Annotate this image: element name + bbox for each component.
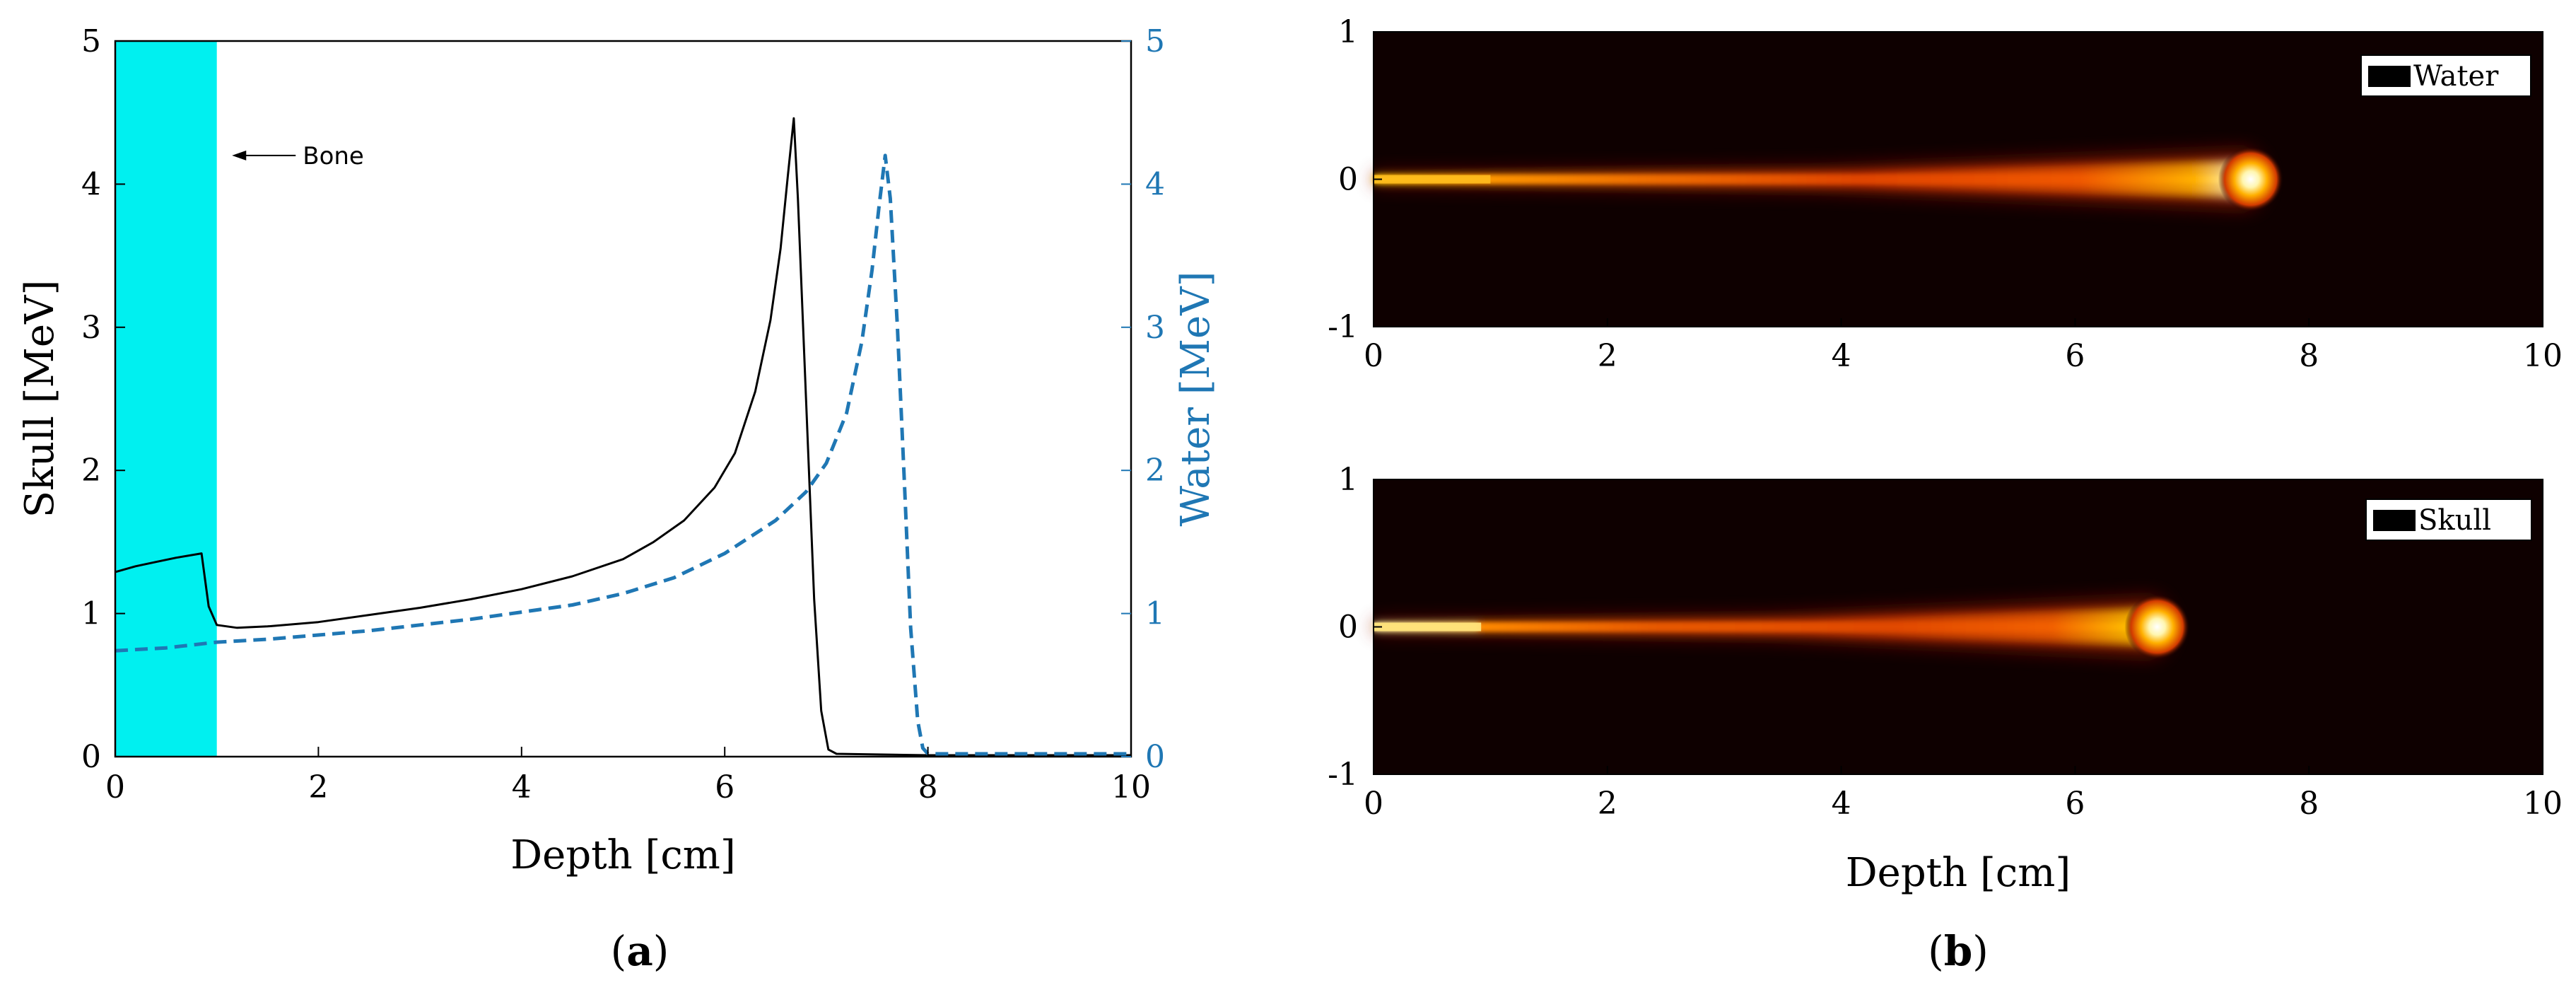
x-tick-label: 0 <box>1364 338 1383 374</box>
x-tick-label: 6 <box>2065 786 2085 822</box>
caption-b-letter: b <box>1944 927 1973 975</box>
y-tick-label: 1 <box>81 596 101 632</box>
caption-a-letter: a <box>626 927 653 975</box>
bone-annotation: Bone <box>303 142 364 170</box>
plot-frame <box>114 40 1132 758</box>
caption-a: (a) <box>611 927 669 975</box>
x-tick-label: 4 <box>512 769 532 805</box>
y-tick-label: 3 <box>81 310 101 346</box>
legend-swatch <box>2373 510 2416 531</box>
x-tick-label: 8 <box>2299 786 2319 822</box>
x-tick-label: 2 <box>308 769 328 805</box>
y2-tick-label: 4 <box>1145 166 1165 202</box>
series-line-water <box>115 153 1131 756</box>
x-tick-label: 0 <box>1364 786 1383 822</box>
x-tick-label: 8 <box>918 769 938 805</box>
x-tick-label: 4 <box>1832 338 1851 374</box>
y2-tick-label: 2 <box>1145 453 1165 489</box>
y-tick-label: -1 <box>1328 757 1358 793</box>
y2-tick-label: 1 <box>1145 596 1165 632</box>
y-tick-label: 1 <box>1338 14 1358 50</box>
x-tick-label: 6 <box>2065 338 2085 374</box>
legend-label-water: Water <box>2413 60 2499 93</box>
y-axis-label-skull: Skull [MeV] <box>17 280 63 518</box>
caption-b: (b) <box>1928 927 1989 975</box>
y-tick-label: 5 <box>81 23 101 59</box>
y-tick-label: 0 <box>1338 610 1358 646</box>
y-tick-label: 2 <box>81 453 101 489</box>
bragg-peak <box>2124 594 2190 660</box>
x-tick-label: 2 <box>1598 338 1617 374</box>
x-axis-label: Depth [cm] <box>510 832 735 878</box>
y2-tick-label: 0 <box>1145 739 1165 775</box>
series-line-skull <box>115 117 1131 757</box>
beam-core <box>1374 622 2163 631</box>
x-tick-label: 0 <box>105 769 125 805</box>
y-axis-label-water: Water [MeV] <box>1173 272 1219 527</box>
legend-label-skull: Skull <box>2418 504 2491 537</box>
x-tick-label: 10 <box>1111 769 1151 805</box>
x-tick-label: 10 <box>2523 786 2563 822</box>
y2-tick-label: 3 <box>1145 310 1165 346</box>
x-tick-label: 8 <box>2299 338 2319 374</box>
water-beam-heatmap: 0 2 4 6 8 10 -101 Water <box>1328 14 2563 374</box>
x-tick-label: 4 <box>1832 786 1851 822</box>
depth-dose-chart: 0 2 4 6 8 10 0 1 2 3 4 5 0 1 2 3 4 5 Bone Depth [cm] Sk… <box>17 23 1219 975</box>
skull-beam-heatmap: 0 2 4 6 8 10 -101 Skull Depth [cm] <box>1328 462 2563 896</box>
y-tick-label: 1 <box>1338 462 1358 498</box>
bone-region <box>115 41 217 757</box>
bragg-peak <box>2218 146 2283 212</box>
beam-entrance <box>1374 622 1482 631</box>
legend-swatch <box>2368 66 2411 87</box>
beam-entrance <box>1374 175 1491 184</box>
y-tick-label: 0 <box>81 739 101 775</box>
x-tick-label: 10 <box>2523 338 2563 374</box>
x-tick-label: 2 <box>1598 786 1617 822</box>
y-tick-label: 4 <box>81 166 101 202</box>
x-tick-label: 6 <box>715 769 734 805</box>
arrow-head-icon <box>232 150 247 161</box>
beam-core <box>1374 175 2256 184</box>
y-tick-label: -1 <box>1328 309 1358 345</box>
y2-tick-label: 5 <box>1145 23 1165 59</box>
y-tick-label: 0 <box>1338 162 1358 198</box>
x-axis-label: Depth [cm] <box>1846 850 2071 896</box>
